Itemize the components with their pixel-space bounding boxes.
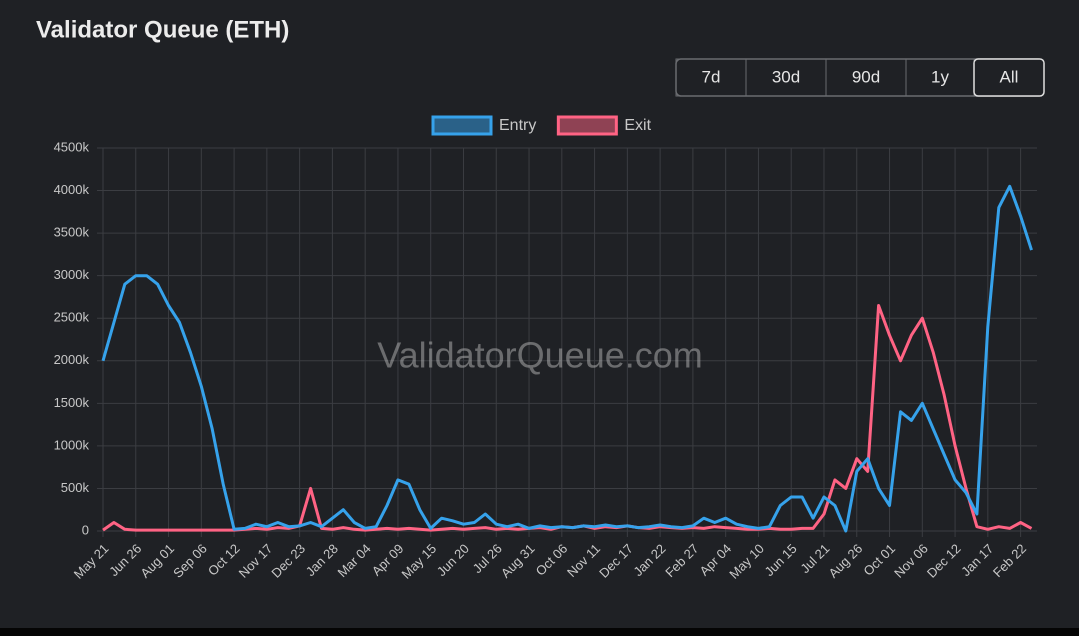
legend-label: Entry [499,117,536,134]
y-tick-label: 2500k [54,310,90,325]
y-tick-label: 4500k [54,139,90,154]
legend-label: Exit [624,117,651,134]
y-tick-label: 3500k [54,225,90,240]
y-tick-label: 500k [61,480,90,495]
range-button-label[interactable]: 1y [931,67,949,86]
range-buttons: 7d 30d 90d 1y All [675,58,1045,97]
chart-title: Validator Queue (ETH) [36,16,289,43]
y-tick-label: 3000k [54,267,90,282]
range-button-label[interactable]: 90d [852,67,880,86]
y-tick-label: 2000k [54,352,90,367]
y-tick-label: 1000k [54,437,90,452]
legend-swatch [556,115,618,136]
legend-swatch [431,115,493,136]
series-line [101,184,1033,533]
watermark: ValidatorQueue.com [377,335,703,376]
range-button-label[interactable]: 30d [772,67,800,86]
range-button-label[interactable]: All [1000,67,1019,86]
range-button[interactable] [973,58,1045,97]
y-tick-label: 4000k [54,182,90,197]
y-tick-label: 0 [82,522,89,537]
range-button-label[interactable]: 7d [702,67,721,86]
bottom-strip [0,628,1079,636]
y-tick-label: 1500k [54,395,90,410]
